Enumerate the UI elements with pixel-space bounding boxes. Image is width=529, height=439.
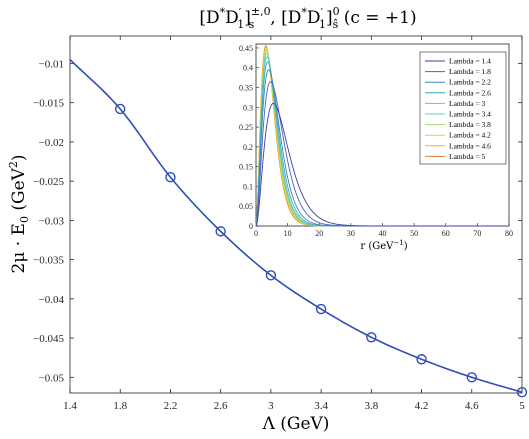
main-plot-frame bbox=[69, 35, 523, 394]
inset-y-tick-label: 0.1 bbox=[243, 182, 253, 191]
inset-x-tick-label: 70 bbox=[473, 229, 481, 238]
y-tick-label: −0.025 bbox=[33, 176, 64, 188]
y-tick-label: −0.035 bbox=[33, 255, 64, 267]
legend-label: Lambda = 3.8 bbox=[449, 120, 491, 129]
x-tick-label: 3 bbox=[268, 400, 274, 412]
main-series-marker bbox=[265, 270, 277, 281]
y-tick-label: −0.03 bbox=[39, 215, 65, 227]
main-series-marker bbox=[416, 354, 427, 365]
x-tick-label: 4.6 bbox=[465, 400, 479, 412]
inset-y-tick-label: 0 bbox=[249, 222, 253, 231]
x-tick-label: 4.2 bbox=[415, 400, 429, 412]
x-tick-label: 5 bbox=[519, 400, 525, 412]
inset-x-tick-label: 60 bbox=[442, 229, 450, 238]
inset-x-axis-label: r (GeV−1) bbox=[360, 239, 407, 252]
main-series-marker bbox=[516, 387, 528, 398]
y-tick-label: −0.045 bbox=[33, 333, 64, 345]
chart-title: [D*D′ 1]±,0 s, [D*D′ 1]0 ŝ (c = +1) bbox=[199, 5, 416, 31]
legend-label: Lambda = 4.6 bbox=[449, 141, 491, 150]
inset-y-tick-label: 0.05 bbox=[239, 202, 253, 211]
inset-x-tick-label: 80 bbox=[505, 229, 513, 238]
x-tick-label: 3.8 bbox=[364, 400, 378, 412]
main-series-marker bbox=[366, 332, 377, 343]
main-y-ticks: −0.01 −0.015 −0.02 −0.025 −0.03 −0.035 −0.04 −0… bbox=[33, 58, 522, 384]
legend-label: Lambda = 5 bbox=[449, 152, 486, 161]
legend-label: Lambda = 4.2 bbox=[449, 131, 491, 140]
inset-y-tick-label: 0.35 bbox=[239, 84, 253, 93]
y-tick-label: −0.02 bbox=[39, 137, 64, 149]
x-tick-label: 1.8 bbox=[113, 400, 127, 412]
y-tick-label: −0.04 bbox=[39, 294, 65, 306]
inset-y-tick-label: 0.4 bbox=[243, 64, 253, 73]
y-tick-label: −0.05 bbox=[39, 372, 65, 384]
inset-x-tick-label: 0 bbox=[254, 229, 258, 238]
main-series-line bbox=[69, 58, 523, 393]
inset-x-tick-label: 40 bbox=[379, 229, 387, 238]
main-series-marker bbox=[315, 303, 327, 315]
inset-x-tick-label: 30 bbox=[347, 229, 355, 238]
inset-y-tick-label: 0.3 bbox=[243, 103, 253, 112]
inset-y-tick-label: 0.45 bbox=[239, 44, 253, 53]
y-tick-label: −0.015 bbox=[33, 98, 64, 110]
legend-label: Lambda = 2.6 bbox=[449, 88, 491, 97]
inset-y-ticks: 0 0.05 0.1 0.15 0.2 0.25 0.3 0.35 0.4 0.45 bbox=[239, 44, 259, 231]
inset-series-line bbox=[255, 102, 509, 227]
inset-y-tick-label: 0.15 bbox=[239, 163, 253, 172]
legend-label: Lambda = 3 bbox=[449, 99, 486, 108]
main-series-marker bbox=[466, 372, 477, 383]
main-x-ticks: 1.4 1.8 2.2 2.6 3 3.4 3.8 4.2 4.6 5 bbox=[63, 36, 525, 412]
inset-x-tick-label: 10 bbox=[284, 229, 292, 238]
inset-series bbox=[255, 45, 509, 227]
x-tick-label: 3.4 bbox=[314, 400, 328, 412]
legend-label: Lambda = 1.4 bbox=[449, 57, 491, 66]
y-tick-label: −0.01 bbox=[39, 58, 64, 70]
main-series-marker bbox=[115, 103, 126, 115]
legend-label: Lambda = 3.4 bbox=[449, 110, 491, 119]
inset-x-tick-label: 50 bbox=[410, 229, 418, 238]
x-tick-label: 2.6 bbox=[214, 400, 228, 412]
main-series-marker bbox=[165, 172, 176, 183]
legend-label: Lambda = 1.8 bbox=[449, 67, 491, 76]
main-series bbox=[69, 58, 528, 398]
inset-y-tick-label: 0.25 bbox=[239, 123, 253, 132]
x-tick-label: 1.4 bbox=[63, 400, 77, 412]
main-series-marker bbox=[215, 226, 226, 237]
inset-x-tick-label: 20 bbox=[315, 229, 323, 238]
inset-x-ticks: 0 10 20 30 40 50 60 70 80 bbox=[254, 223, 513, 238]
legend-label: Lambda = 2.2 bbox=[449, 78, 491, 87]
inset-y-tick-label: 0.2 bbox=[243, 143, 253, 152]
x-tick-label: 2.2 bbox=[164, 400, 178, 412]
y-axis-label: 2μ · E0 (GeV2) bbox=[7, 154, 31, 273]
x-axis-label: Λ (GeV) bbox=[262, 414, 330, 434]
